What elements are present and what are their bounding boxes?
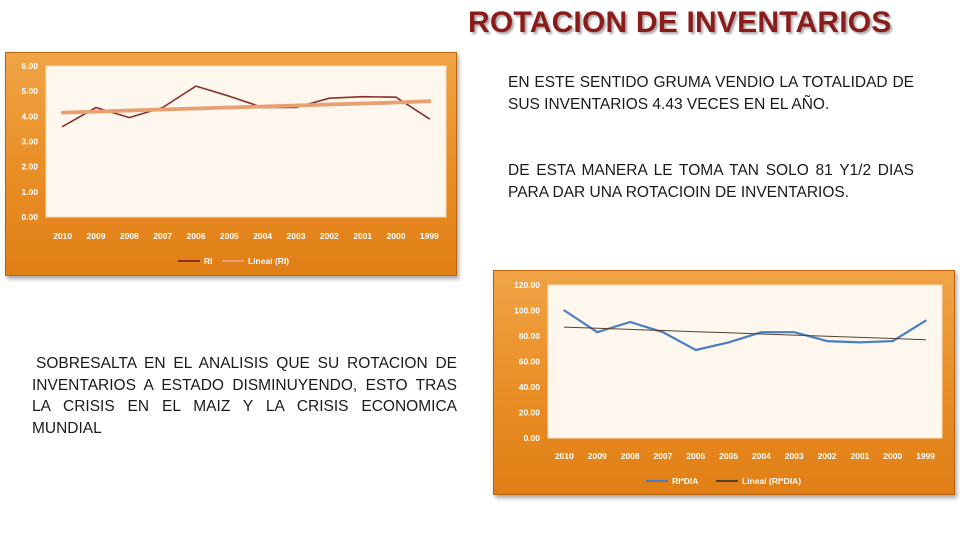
x-tick-label: 2000 [387,231,406,241]
x-tick-label: 2010 [555,451,574,461]
plot-area [45,65,447,218]
x-tick-label: 2005 [719,451,738,461]
x-tick-label: 2007 [653,451,672,461]
x-tick-label: 2000 [883,451,902,461]
x-tick-label: 2002 [320,231,339,241]
y-tick-label: 5.00 [21,86,38,96]
x-tick-label: 2001 [850,451,869,461]
legend-label: RI*DIA [672,476,698,486]
trendline [60,99,432,115]
plot-area [547,284,943,439]
y-tick-label: 3.00 [21,137,38,147]
x-tick-label: 2009 [87,231,106,241]
chart-ri-dia: 120.00 100.00 80.00 60.00 40.00 20.00 0.00 2010… [493,270,955,495]
y-tick-label: 0.00 [21,212,38,222]
chart-ri: 6.00 5.00 4.00 3.00 2.00 1.00 0.00 2010 2009 2008… [5,52,457,276]
trendline [563,326,927,341]
paragraph-sales-turnover: EN ESTE SENTIDO GRUMA VENDIO LA TOTALIDA… [508,74,914,113]
x-tick-label: 2008 [120,231,139,241]
x-tick-label: 2010 [53,231,72,241]
x-tick-label: 2001 [353,231,372,241]
series-line [563,309,927,352]
x-tick-label: 1999 [420,231,439,241]
paragraph-analysis-decline: SOBRESALTA EN EL ANALISIS QUE SU ROTACIO… [32,355,457,437]
chart-ri-svg: 6.00 5.00 4.00 3.00 2.00 1.00 0.00 2010 2009 2008… [21,61,447,266]
x-tick-label: 1999 [916,451,935,461]
series-line [61,85,431,128]
y-tick-label: 40.00 [519,382,541,392]
y-tick-label: 1.00 [21,187,38,197]
x-tick-label: 2004 [752,451,771,461]
y-tick-label: 0.00 [523,433,540,443]
x-tick-label: 2005 [220,231,239,241]
y-tick-label: 60.00 [519,357,541,367]
x-tick-label: 2009 [588,451,607,461]
x-tick-label: 2007 [153,231,172,241]
y-tick-label: 80.00 [519,331,541,341]
x-tick-label: 2006 [686,451,705,461]
x-tick-label: 2003 [287,231,306,241]
y-tick-label: 20.00 [519,408,541,418]
paragraph-days-rotation: DE ESTA MANERA LE TOMA TAN SOLO 81 Y1/2 … [508,162,914,201]
x-tick-label: 2003 [785,451,804,461]
y-tick-label: 6.00 [21,61,38,71]
x-tick-label: 2006 [187,231,206,241]
legend-label: RI [204,256,213,266]
y-tick-label: 120.00 [514,280,540,290]
x-tick-label: 2008 [621,451,640,461]
x-tick-label: 2004 [253,231,272,241]
y-tick-label: 100.00 [514,306,540,316]
slide-title: ROTACION DE INVENTARIOS [468,6,892,39]
legend-label: Lineal (RI*DIA) [742,476,801,486]
y-tick-label: 2.00 [21,162,38,172]
x-tick-label: 2002 [818,451,837,461]
chart-ri-dia-svg: 120.00 100.00 80.00 60.00 40.00 20.00 0.00 2010… [514,280,943,486]
legend-label: Lineal (RI) [248,256,289,266]
y-tick-label: 4.00 [21,111,38,121]
